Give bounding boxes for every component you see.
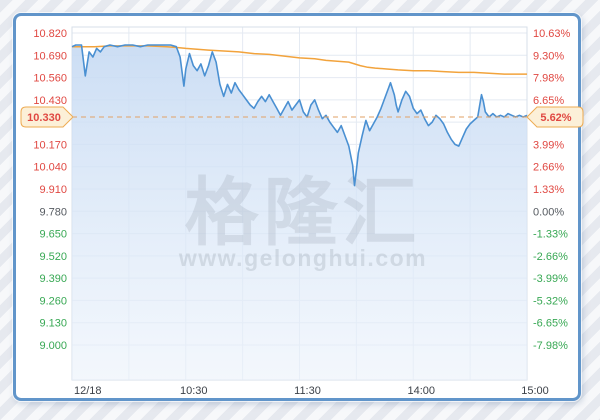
avg-price-line [72,45,527,75]
right-axis-tick: 10.63% [533,28,571,40]
time-label: 11:30 [294,385,321,397]
right-axis-tick: 3.99% [533,139,564,151]
right-axis-tick: 2.66% [533,162,564,174]
right-axis-tick: -6.65% [533,318,568,330]
left-axis-tick: 9.780 [39,206,67,218]
left-axis-tick: 10.820 [33,28,67,40]
right-axis-tick: 1.33% [533,184,564,196]
time-label: 15:00 [521,385,549,397]
left-axis-tick: 9.390 [39,273,67,285]
right-axis-tick: -7.98% [533,340,568,352]
time-label: 14:00 [407,385,435,397]
right-axis-tick: 0.00% [533,206,564,218]
right-axis-tick: 6.65% [533,95,564,107]
left-axis-tick: 10.560 [33,73,67,85]
left-axis-tick: 9.910 [39,184,67,196]
right-axis-tick: -3.99% [533,273,568,285]
left-axis-tick: 10.040 [33,162,67,174]
right-axis-tick: -5.32% [533,295,568,307]
right-axis-tick: -2.66% [533,251,568,263]
time-label: 10:30 [180,385,208,397]
price-line [71,44,528,187]
right-axis-tick: -1.33% [533,229,568,241]
left-axis-tick: 9.520 [39,251,67,263]
price-area-fill [72,45,527,380]
left-axis-tick: 10.430 [33,95,67,107]
left-axis-tick: 9.130 [39,318,67,330]
watermark-brand: 格隆汇 [185,171,422,254]
time-label: 12/18 [74,385,102,397]
current-price-value: 10.330 [27,112,61,124]
plot-area[interactable] [72,27,527,380]
right-axis-tick: 9.30% [533,50,564,62]
left-axis-tick: 10.690 [33,50,67,62]
left-axis-tick: 9.000 [39,340,67,352]
current-price-badge-left [20,106,74,128]
watermark-url: www.gelonghui.com [178,245,427,271]
right-axis-tick: 7.98% [533,73,564,85]
left-axis-tick: 10.170 [33,139,67,151]
current-pct-value: 5.62% [540,112,571,124]
current-pct-badge-right [526,106,584,128]
chart-base-layer [71,26,528,381]
left-axis-tick: 9.650 [39,229,67,241]
chart-top-layer: 10.820 10.690 10.560 10.430 10.170 10.040 9.91… [20,27,584,397]
left-axis-tick: 9.260 [39,295,67,307]
